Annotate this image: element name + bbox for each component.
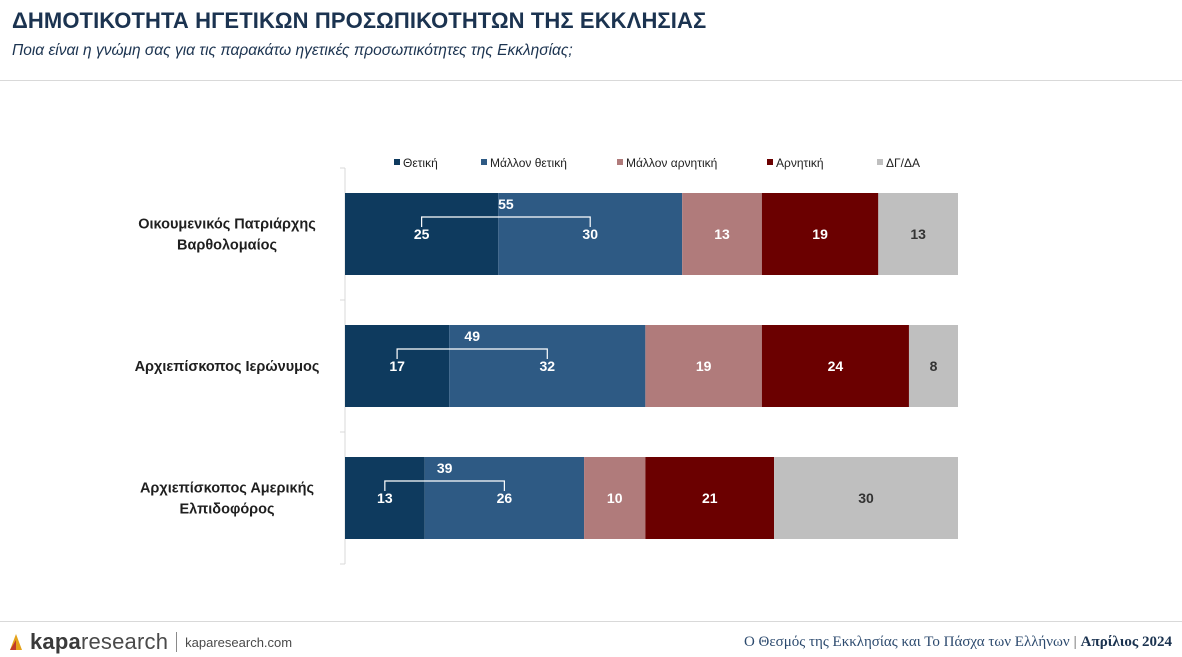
legend-swatch — [617, 159, 623, 165]
bar-segment — [878, 193, 958, 275]
report-title: Ο Θεσμός της Εκκλησίας και Το Πάσχα των … — [743, 634, 1070, 650]
legend-label: Μάλλον αρνητική — [626, 156, 717, 170]
legend-label: Μάλλον θετική — [490, 156, 567, 170]
bar-segment — [449, 325, 646, 407]
bar-segment — [645, 325, 762, 407]
data-label: 10 — [607, 490, 623, 506]
company-logo: kaparesearch kaparesearch.com — [8, 629, 292, 655]
bar-segment — [345, 457, 425, 539]
data-label: 13 — [910, 226, 926, 242]
footer-separator: | — [1073, 634, 1077, 650]
positive-total-bracket — [384, 480, 505, 491]
website-link[interactable]: kaparesearch.com — [185, 634, 293, 650]
bar-segment — [345, 325, 450, 407]
data-label: 19 — [696, 358, 712, 374]
category-label: Βαρθολομαίος — [177, 238, 277, 254]
data-label: 19 — [812, 226, 828, 242]
bar-segment — [908, 325, 958, 407]
category-label: Αρχιεπίσκοπος Ιερώνυμος — [135, 359, 320, 375]
page-subtitle: Ποια είναι η γνώμη σας για τις παρακάτω … — [12, 42, 573, 59]
legend-label: Θετική — [403, 156, 438, 170]
bar-segment — [761, 325, 909, 407]
report-date: Απρίλιος 2024 — [1080, 634, 1172, 650]
data-label: 24 — [828, 358, 844, 374]
legend-swatch — [481, 159, 487, 165]
positive-total-label: 55 — [498, 196, 514, 212]
data-label: 25 — [414, 226, 430, 242]
bar-segment — [645, 457, 775, 539]
divider — [0, 80, 1182, 81]
data-label: 30 — [858, 490, 874, 506]
page-title: ΔΗΜΟΤΙΚΟΤΗΤΑ ΗΓΕΤΙΚΩΝ ΠΡΟΣΩΠΙΚΟΤΗΤΩΝ ΤΗΣ… — [12, 8, 707, 33]
bar-segment — [761, 193, 879, 275]
category-label: Αρχιεπίσκοπος Αμερικής — [140, 481, 314, 497]
legend-label: Αρνητική — [776, 156, 824, 170]
category-label: Ελπιδοφόρος — [179, 502, 274, 518]
footer-report-info: Ο Θεσμός της Εκκλησίας και Το Πάσχα των … — [744, 634, 1172, 651]
kapa-logo-icon — [10, 634, 22, 650]
legend-label: ΔΓ/ΔΑ — [886, 156, 920, 170]
data-label: 13 — [377, 490, 393, 506]
legend-swatch — [877, 159, 883, 165]
positive-total-label: 49 — [464, 328, 480, 344]
legend-swatch — [767, 159, 773, 165]
bar-segment — [774, 457, 958, 539]
data-label: 32 — [540, 358, 556, 374]
bar-segment — [584, 457, 646, 539]
logo-separator — [176, 632, 178, 652]
data-label: 8 — [930, 358, 938, 374]
legend-swatch — [394, 159, 400, 165]
positive-total-bracket — [421, 216, 591, 227]
data-label: 21 — [702, 490, 718, 506]
positive-total-bracket — [396, 348, 548, 359]
category-label: Οικουμενικός Πατριάρχης — [138, 217, 316, 233]
data-label: 30 — [582, 226, 598, 242]
data-label: 17 — [389, 358, 405, 374]
data-label: 26 — [497, 490, 513, 506]
logo-wordmark: kaparesearch — [30, 629, 169, 654]
data-label: 13 — [714, 226, 730, 242]
bar-segment — [345, 193, 499, 275]
stacked-bar-chart: Θετική Μάλλον θετική Μάλλον αρνητική Αρνητι… — [135, 156, 958, 565]
bar-segment — [682, 193, 762, 275]
bar-segment — [424, 457, 585, 539]
bar-segment — [498, 193, 683, 275]
divider — [0, 621, 1182, 622]
positive-total-label: 39 — [437, 460, 453, 476]
